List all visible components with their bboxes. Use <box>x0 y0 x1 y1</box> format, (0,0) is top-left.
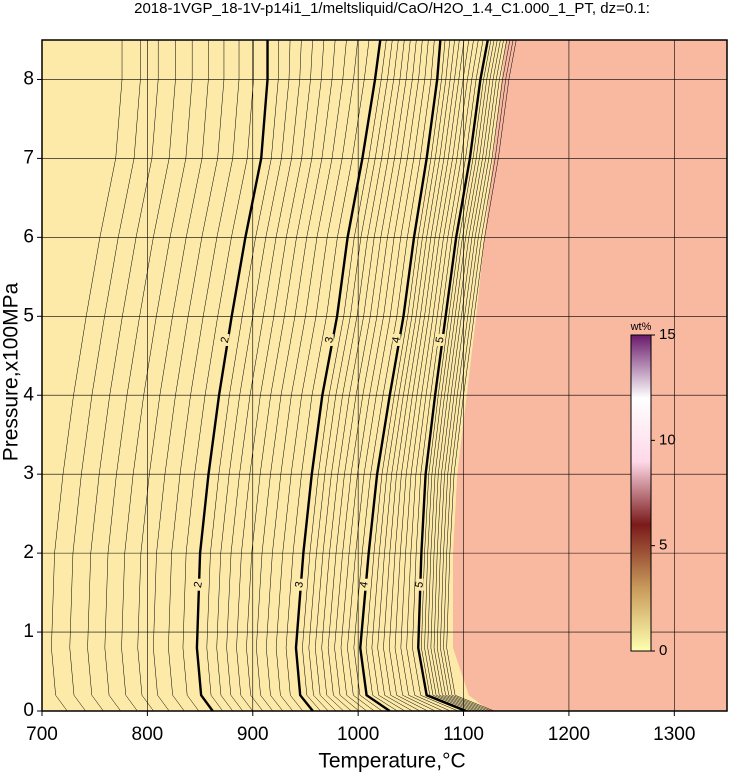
x-tick-label: 1000 <box>337 724 379 745</box>
x-tick-label: 700 <box>26 724 58 745</box>
colorbar-label: wt% <box>630 321 652 333</box>
plot: 2 2 3 3 4 4 5 5 <box>42 40 727 711</box>
x-tick-label: 1300 <box>653 724 695 745</box>
x-tick-label: 1100 <box>443 724 484 745</box>
y-axis-label: Pressure,x100MPa <box>0 282 23 461</box>
contour-label-bg <box>295 578 304 591</box>
contour-label: 3 <box>293 581 306 589</box>
plot-frame <box>41 39 728 712</box>
x-tick-label: 800 <box>132 724 164 745</box>
colorbar-tick-label: 15 <box>659 326 676 343</box>
x-tick-label: 900 <box>237 724 269 745</box>
chart-title: 2018-1VGP_18-1V-p14i1_1/meltsliquid/CaO/… <box>134 0 650 17</box>
y-tick-label: 8 <box>23 68 34 89</box>
contour <box>417 40 489 711</box>
contour-label: 2 <box>192 581 205 589</box>
colorbar-tick-label: 10 <box>659 431 676 448</box>
y-tick-label: 2 <box>23 542 34 563</box>
y-tick-label: 4 <box>23 384 34 405</box>
contour-label-bg <box>360 578 369 591</box>
colorbar-tick-label: 0 <box>659 642 667 659</box>
y-tick-label: 7 <box>23 147 34 168</box>
contour-label: 5 <box>434 336 447 344</box>
y-tick-label: 1 <box>23 621 34 642</box>
contour-label-bg <box>436 333 445 346</box>
y-tick-label: 0 <box>23 700 34 721</box>
contour-label-bg <box>194 578 203 591</box>
contour-label-bg <box>415 578 424 591</box>
x-axis-label: Temperature,°C <box>318 750 465 773</box>
region <box>453 40 727 711</box>
contour-label: 5 <box>413 581 426 589</box>
contour-label: 4 <box>358 581 371 589</box>
contour-label: 2 <box>219 336 232 344</box>
x-tick-label: 1200 <box>548 724 590 745</box>
contour-label-bg <box>392 333 401 346</box>
contour-label: 3 <box>323 336 336 344</box>
contour-label-bg <box>325 333 334 346</box>
y-tick-label: 5 <box>23 305 34 326</box>
contour <box>294 40 382 711</box>
contour <box>195 40 269 711</box>
y-tick-label: 3 <box>23 463 34 484</box>
colorbar <box>630 334 652 652</box>
contour <box>359 40 442 711</box>
contour-label: 4 <box>390 336 403 344</box>
contour-label-bg <box>221 333 230 346</box>
colorbar-tick-label: 5 <box>659 537 667 554</box>
y-tick-label: 6 <box>23 226 34 247</box>
